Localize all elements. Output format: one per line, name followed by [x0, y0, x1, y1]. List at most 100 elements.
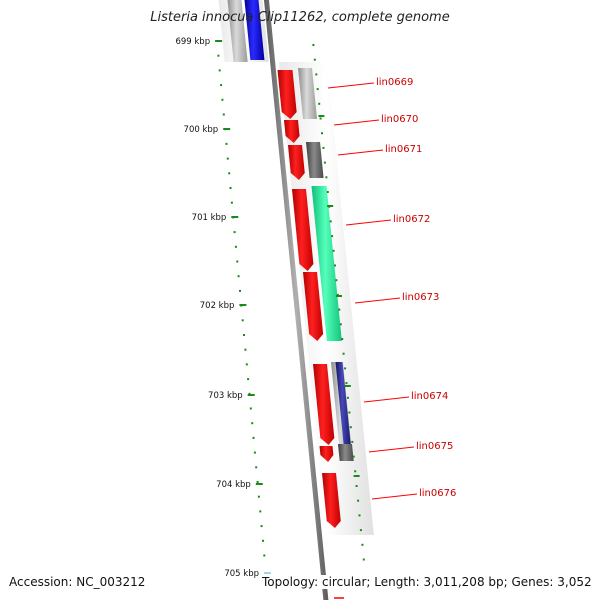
- outer-scale-dot: [347, 396, 349, 399]
- cog-strip-lin0674-navy: [335, 362, 351, 444]
- outer-scale-dot: [354, 470, 357, 473]
- inner-scale-dot: [253, 451, 256, 454]
- scale-tick-label: 701 kbp: [192, 213, 227, 223]
- scale-tick: [239, 304, 247, 306]
- outer-scale-dot: [351, 440, 354, 443]
- outer-scale-dot: [358, 514, 361, 517]
- inner-scale-dot: [245, 363, 248, 366]
- outer-scale-dot: [312, 44, 315, 46]
- inner-scale-dot: [248, 392, 251, 395]
- gene-leader-line: [371, 493, 418, 500]
- inner-scale-dot: [221, 98, 224, 101]
- inner-scale-dot: [257, 495, 260, 498]
- inner-scale-dot: [228, 172, 231, 175]
- gene-label: lin0671: [385, 144, 422, 155]
- inner-scale-dot: [260, 525, 263, 528]
- outer-scale-tick: [336, 295, 342, 297]
- inner-scale-dot: [225, 142, 228, 145]
- gene-block-lin0669: [277, 70, 297, 119]
- inner-scale-dot: [234, 245, 237, 248]
- outer-scale-dot: [352, 455, 355, 458]
- cog-strip-top-grey: [227, 0, 248, 62]
- outer-scale-dot: [341, 338, 344, 340]
- outer-scale-dot: [329, 220, 332, 223]
- gene-label: lin0673: [402, 292, 439, 303]
- inner-scale-dot: [220, 84, 223, 87]
- outer-scale-dot: [316, 88, 319, 91]
- inner-scale-dot: [241, 319, 244, 322]
- map-title: Listeria innocua Clip11262, complete gen…: [150, 10, 450, 25]
- outer-scale-dot: [335, 279, 338, 282]
- genome-info-text: Topology: circular; Length: 3,011,208 bp…: [262, 575, 592, 589]
- scale-tick: [264, 572, 271, 574]
- inner-scale-dot: [230, 201, 233, 204]
- inner-scale-dot: [263, 554, 266, 557]
- gene-leader-line: [354, 297, 401, 304]
- offscreen-gene-hint: [334, 597, 344, 599]
- inner-scale-dot: [249, 407, 252, 410]
- gene-leader-line: [368, 446, 415, 453]
- outer-scale-dot: [361, 543, 364, 546]
- scale-tick-label: 702 kbp: [200, 301, 235, 311]
- gene-label: lin0672: [393, 214, 430, 225]
- gene-label: lin0669: [376, 77, 413, 88]
- outer-scale-dot: [323, 161, 326, 164]
- accession-text: Accession: NC_003212: [9, 575, 146, 589]
- scale-tick-label: 700 kbp: [184, 125, 219, 135]
- scale-tick-label: 699 kbp: [175, 37, 210, 47]
- inner-scale-dot: [217, 54, 220, 57]
- gene-block-lin0676: [322, 473, 341, 528]
- outer-scale-dot: [349, 426, 352, 429]
- inner-scale-dot: [256, 481, 259, 483]
- gene-block-lin0673: [303, 272, 324, 341]
- outer-scale-dot: [338, 308, 341, 311]
- outer-scale-dot: [332, 249, 335, 252]
- outer-scale-dot: [339, 323, 342, 326]
- outer-scale-dot: [325, 176, 328, 179]
- gene-block-lin0674: [313, 364, 335, 445]
- cog-strip-lin0671: [306, 142, 324, 178]
- outer-scale-dot: [334, 264, 336, 267]
- inner-scale-dot: [251, 422, 254, 425]
- scale-tick-label: 704 kbp: [216, 480, 251, 490]
- gene-block-lin0670: [284, 120, 300, 143]
- outer-scale-dot: [362, 558, 365, 561]
- scale-tick-label: 705 kbp: [224, 569, 259, 579]
- scale-tick: [215, 40, 223, 42]
- inner-scale-dot: [244, 348, 247, 351]
- inner-scale-dot: [236, 260, 239, 263]
- gene-block-lin0671: [288, 145, 305, 180]
- cog-strip-top-blue: [244, 0, 265, 60]
- outer-scale-dot: [318, 102, 321, 105]
- inner-scale-dot: [222, 113, 225, 116]
- outer-scale-dot: [321, 132, 323, 135]
- inner-scale-dot: [233, 231, 236, 234]
- gene-leader-line: [333, 119, 380, 126]
- gene-leader-line: [363, 396, 410, 403]
- outer-scale-dot: [345, 382, 348, 385]
- outer-scale-dot: [326, 191, 329, 193]
- outer-scale-tick: [327, 205, 334, 207]
- gene-label: lin0670: [381, 114, 418, 125]
- gene-leader-line: [345, 219, 392, 226]
- outer-scale-tick: [353, 475, 360, 477]
- inner-scale-dot: [226, 157, 229, 160]
- inner-scale-dot: [262, 539, 264, 542]
- forward-genes: [277, 70, 341, 528]
- gene-label: lin0674: [411, 391, 448, 402]
- outer-scale-tick: [344, 385, 351, 387]
- outer-scale-dot: [357, 499, 360, 502]
- inner-scale-dot: [255, 466, 258, 469]
- outer-scale-dot: [355, 485, 358, 487]
- gene-block-lin0672: [292, 189, 314, 271]
- backbone-line: [263, 0, 329, 600]
- gene-label: lin0676: [419, 488, 456, 499]
- outer-scale-tick: [318, 115, 325, 117]
- scale-tick: [255, 483, 263, 485]
- gene-leader-line: [337, 149, 384, 156]
- outer-scale-dot: [342, 352, 345, 355]
- inner-scale-dot: [218, 69, 221, 72]
- outer-scale-dot: [322, 146, 325, 149]
- outer-scale-dot: [331, 235, 334, 238]
